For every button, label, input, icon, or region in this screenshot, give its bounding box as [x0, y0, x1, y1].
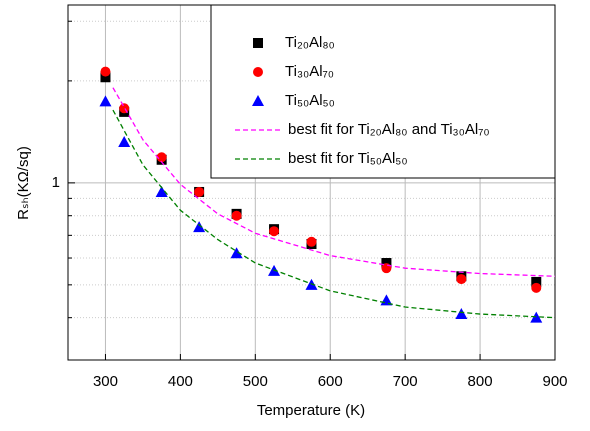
x-tick-label: 800 — [468, 373, 493, 390]
x-tick-label: 600 — [318, 373, 343, 390]
y-axis-title: Rₛₕ(KΩ/sq) — [15, 146, 32, 220]
x-tick-label: 300 — [93, 373, 118, 390]
legend-label: Ti₅₀Al₅₀ — [285, 92, 335, 109]
legend-label: Ti₂₀Al₈₀ — [285, 34, 335, 51]
legend-label: best fit for Ti₂₀Al₈₀ and Ti₃₀Al₇₀ — [288, 121, 490, 138]
marker — [100, 72, 111, 83]
legend-marker — [253, 67, 263, 77]
y-tick-label: 1 — [52, 174, 60, 191]
marker — [455, 308, 468, 320]
marker — [269, 226, 280, 237]
marker — [193, 221, 206, 233]
marker — [381, 258, 392, 269]
marker — [530, 311, 543, 323]
marker — [119, 103, 130, 114]
fit-line — [112, 109, 556, 319]
marker — [456, 274, 467, 285]
x-tick-label: 700 — [393, 373, 418, 390]
x-axis-title: Temperature (K) — [257, 402, 365, 419]
marker — [99, 95, 112, 107]
marker — [231, 210, 242, 221]
marker — [306, 236, 317, 247]
legend-label: best fit for Ti₅₀Al₅₀ — [288, 150, 408, 167]
marker — [118, 136, 131, 148]
legend-marker — [252, 95, 264, 106]
x-tick-label: 900 — [542, 373, 567, 390]
marker — [156, 152, 167, 163]
legend-marker — [253, 38, 263, 48]
fit-line — [112, 87, 556, 277]
marker — [194, 186, 205, 197]
marker — [531, 282, 542, 293]
marker — [100, 66, 111, 77]
marker — [230, 247, 243, 259]
x-tick-label: 500 — [243, 373, 268, 390]
legend-label: Ti₃₀Al₇₀ — [285, 63, 334, 80]
marker — [531, 276, 542, 287]
legend-box — [210, 4, 556, 179]
x-tick-label: 400 — [168, 373, 193, 390]
marker — [155, 185, 168, 197]
